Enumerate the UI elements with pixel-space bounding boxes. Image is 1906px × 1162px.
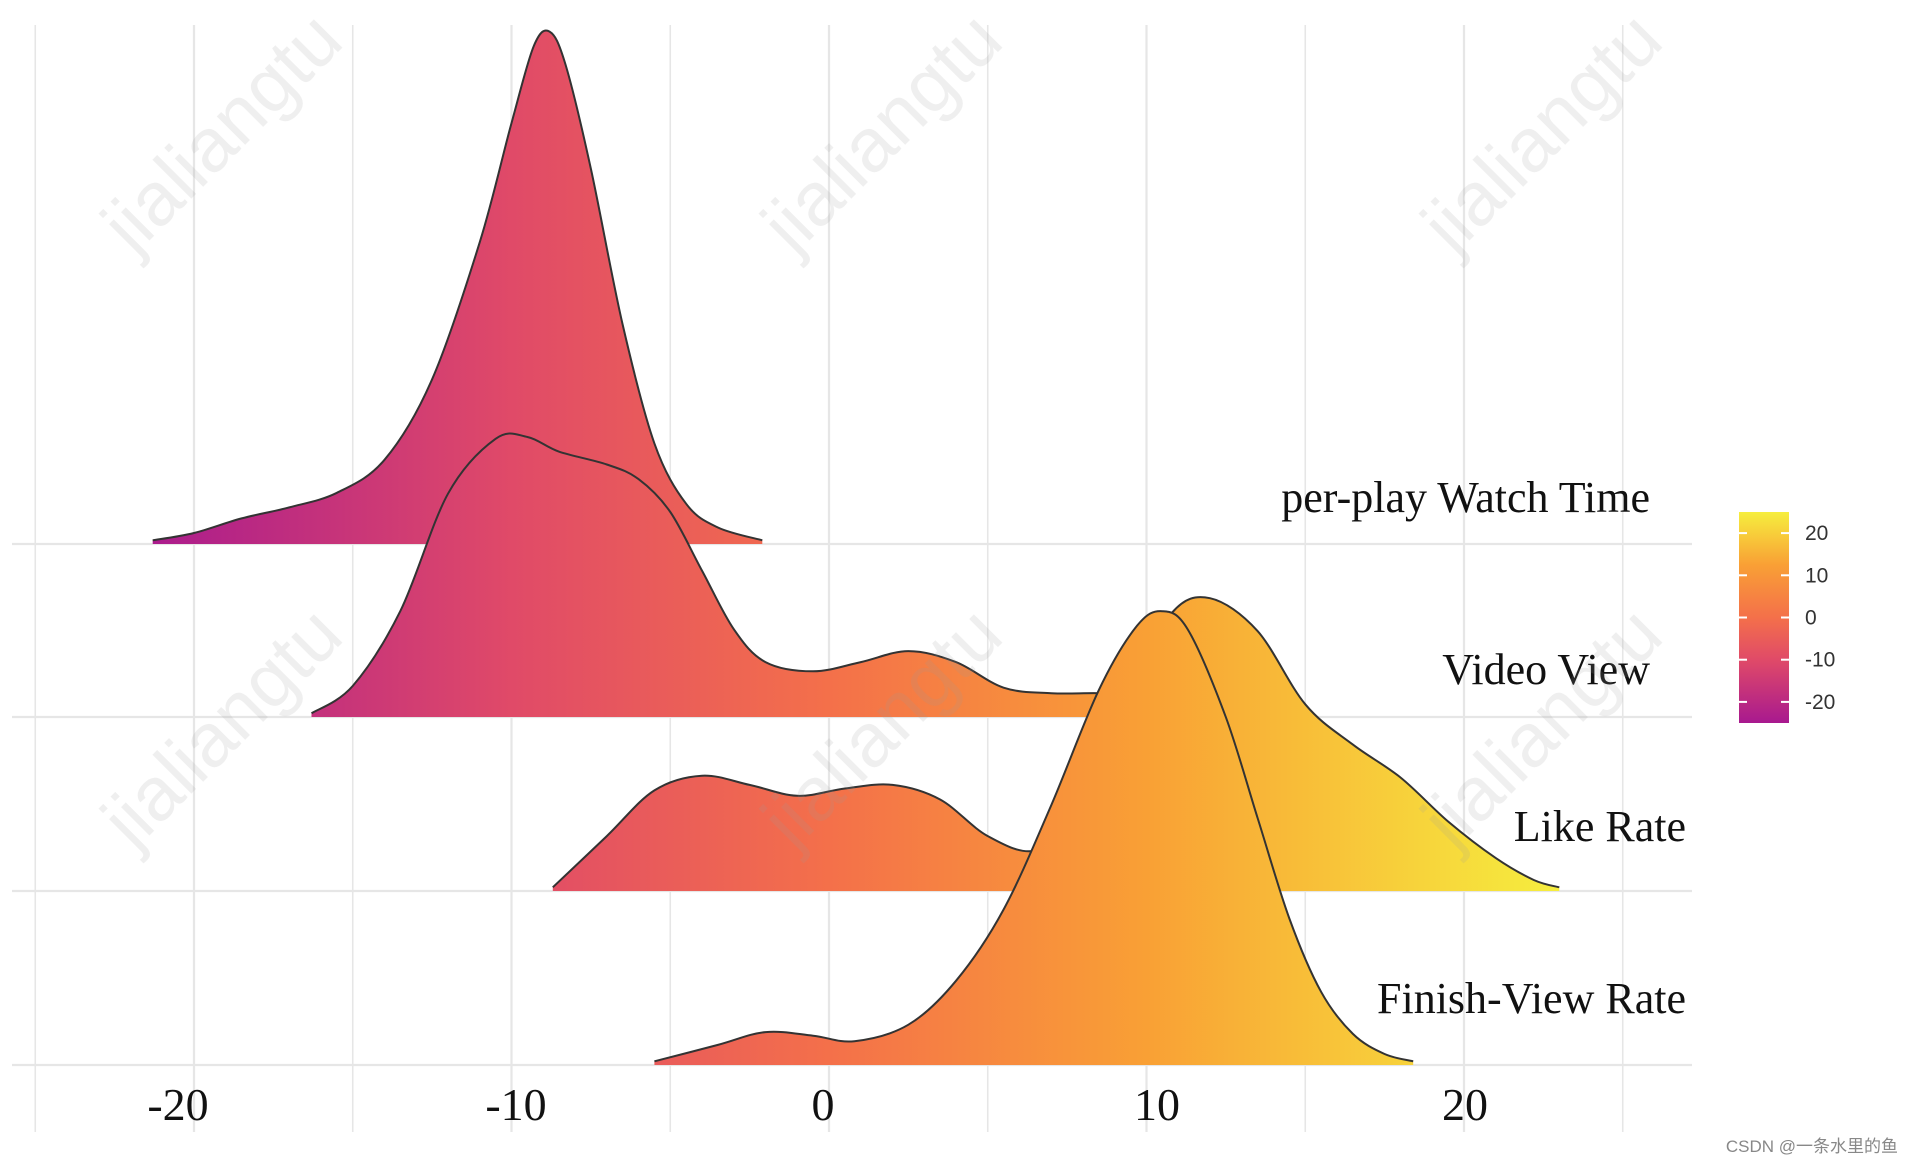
x-tick-label: 0 <box>812 1079 835 1130</box>
watermark-text: jialiangtu <box>1404 0 1678 270</box>
ridge-outline <box>654 610 1414 1063</box>
ridge-area <box>552 597 1560 891</box>
ridge-video-view <box>310 432 1147 717</box>
x-tick-label: -10 <box>485 1079 546 1130</box>
ridge-area <box>152 30 763 544</box>
series-label: Finish-View Rate <box>1377 974 1686 1023</box>
legend-tick-label: 20 <box>1805 522 1828 545</box>
legend-colorbar <box>1739 512 1789 723</box>
ridge-area <box>654 611 1414 1065</box>
x-tick-label: -20 <box>147 1079 208 1130</box>
ridge-area <box>311 433 1147 717</box>
watermark: jialiangtu jialiangtu jialiangtu jialiangtu… <box>84 0 1678 865</box>
series-label: Like Rate <box>1514 802 1686 851</box>
series-label: per-play Watch Time <box>1281 473 1650 522</box>
series-label: Video View <box>1442 645 1650 694</box>
ridge-finish-view-rate <box>654 610 1414 1065</box>
watermark-text: jialiangtu <box>84 0 358 270</box>
ridge-outline <box>310 432 1147 715</box>
legend-tick-label: 0 <box>1805 607 1817 630</box>
ridges <box>152 29 1560 1065</box>
legend-tick-label: 10 <box>1805 564 1828 587</box>
watermark-text: jialiangtu <box>744 0 1018 270</box>
legend-tick-label: -20 <box>1805 691 1835 714</box>
x-axis-ticks: -20 -10 0 10 20 <box>147 1079 1488 1130</box>
legend-tick-label: -10 <box>1805 649 1835 672</box>
credit-text: CSDN @一条水里的鱼 <box>1726 1137 1898 1156</box>
watermark-text: jialiangtu <box>84 591 358 865</box>
ridge-outline <box>152 29 763 542</box>
x-tick-label: 20 <box>1442 1079 1488 1130</box>
series-labels: per-play Watch Time Video View Like Rate Fi… <box>1281 473 1686 1023</box>
ridge-per-play-watch-time <box>152 29 763 544</box>
x-tick-label: 10 <box>1134 1079 1180 1130</box>
color-legend: 20 10 0 -10 -20 <box>1739 512 1835 723</box>
